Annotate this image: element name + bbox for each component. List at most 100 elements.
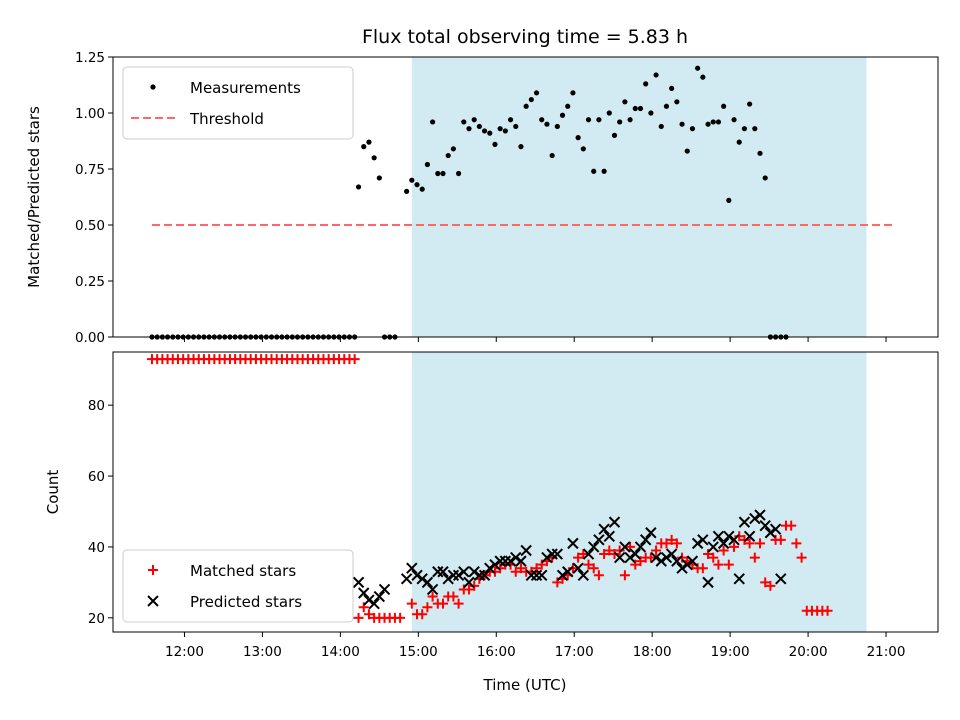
- predicted-stars-point: [541, 551, 553, 564]
- matched-stars-point: [604, 545, 615, 556]
- measurement-point: [549, 152, 555, 159]
- matched-stars-point: [765, 580, 776, 591]
- matched-stars-point: [438, 598, 448, 609]
- measurement-point: [430, 119, 436, 125]
- top-panel: 0.00 0.25 0.50 0.75 1.00 1.25 Measurements Thre…: [75, 50, 939, 346]
- predicted-stars-point: [530, 569, 543, 581]
- predicted-stars-point: [426, 583, 439, 596]
- predicted-stars-point: [665, 548, 678, 560]
- measurement-point: [554, 123, 560, 130]
- x-tick-label: 20:00: [789, 644, 828, 660]
- matched-stars-point: [755, 538, 766, 549]
- measurement-point: [424, 161, 431, 168]
- predicted-stars-point: [582, 548, 595, 560]
- predicted-stars-point: [723, 530, 735, 543]
- matched-stars-point: [760, 577, 771, 588]
- chart-title: Flux total observing time = 5.83 h: [362, 26, 688, 48]
- measurement-point: [409, 177, 415, 183]
- predicted-stars-point: [634, 541, 647, 553]
- measurement-point: [591, 168, 597, 174]
- predicted-stars-point: [432, 566, 444, 578]
- predicted-stars-point: [478, 569, 491, 581]
- matched-stars-point: [775, 534, 786, 545]
- measurement-point: [741, 126, 748, 132]
- matched-stars-point: [422, 602, 433, 613]
- predicted-stars-point: [447, 569, 460, 581]
- x-tick-label: 15:00: [399, 644, 438, 660]
- measurement-point: [736, 139, 742, 145]
- measurement-point: [721, 103, 727, 109]
- predicted-stars-point: [593, 534, 605, 546]
- measurement-point: [533, 90, 540, 96]
- measurement-point: [653, 72, 659, 78]
- predicted-stars-point: [775, 573, 787, 585]
- x-tick-label: 16:00: [477, 644, 516, 660]
- predicted-stars-point: [499, 555, 512, 567]
- matched-stars-point: [453, 598, 464, 609]
- y-tick-label: 0.00: [75, 330, 105, 346]
- legend-label: Measurements: [190, 79, 301, 97]
- measurement-point: [617, 119, 623, 125]
- legend-marker-plus: [148, 565, 158, 575]
- predicted-stars-point: [645, 527, 657, 539]
- legend-label: Matched stars: [190, 562, 296, 580]
- measurement-point: [627, 117, 633, 123]
- measurement-point: [450, 146, 456, 152]
- predicted-stars-point: [660, 551, 673, 564]
- measurement-point: [440, 170, 446, 177]
- matched-stars-point: [583, 559, 594, 570]
- predicted-stars-point: [754, 509, 766, 521]
- matched-stars-point: [734, 531, 745, 542]
- predicted-stars-point: [655, 555, 667, 567]
- measurement-point: [632, 105, 638, 112]
- predicted-stars-point: [572, 562, 584, 574]
- predicted-stars-point: [769, 523, 782, 535]
- matched-stars-point: [593, 570, 604, 581]
- matched-stars-point: [427, 591, 438, 602]
- matched-stars-point: [614, 545, 625, 556]
- matched-stars-point: [822, 605, 833, 616]
- y-tick-label: 0.50: [75, 218, 105, 234]
- predicted-stars-point: [520, 544, 532, 557]
- predicted-stars-point: [562, 566, 574, 578]
- predicted-stars-point: [697, 534, 709, 546]
- predicted-stars-point: [463, 576, 475, 589]
- matched-stars-point: [666, 534, 677, 545]
- matched-stars-point: [448, 591, 459, 602]
- measurement-point: [528, 96, 534, 103]
- predicted-stars-point: [484, 562, 496, 574]
- matched-stars-point: [718, 545, 729, 556]
- predicted-stars-point: [473, 569, 486, 581]
- predicted-stars-point: [437, 566, 449, 578]
- observing-window-band: [411, 57, 867, 337]
- matched-stars-point: [791, 538, 802, 549]
- predicted-stars-point: [749, 512, 761, 525]
- bottom-panel: 20 40 60 80 12:00 13:00 14:00 15:00 16:00 17:00 18…: [88, 351, 939, 660]
- measurement-point: [726, 197, 732, 203]
- matched-stars-point: [573, 552, 584, 563]
- measurement-point: [570, 90, 576, 96]
- predicted-stars-point: [489, 558, 501, 571]
- predicted-stars-point: [702, 576, 714, 589]
- predicted-stars-point: [373, 590, 386, 603]
- predicted-stars-point: [368, 597, 380, 610]
- x-tick-label: 18:00: [633, 644, 672, 660]
- x-tick-label: 13:00: [243, 644, 282, 660]
- measurement-point: [544, 121, 550, 127]
- measurement-point: [762, 175, 768, 181]
- observing-window-band: [411, 352, 867, 632]
- predicted-stars-point: [691, 537, 704, 550]
- legend-label: Threshold: [189, 110, 264, 128]
- measurement-point: [715, 119, 722, 125]
- matched-stars-point: [578, 549, 589, 560]
- measurement-point: [376, 175, 382, 181]
- plot-frame: [112, 351, 939, 633]
- matched-stars-point: [531, 563, 542, 574]
- predicted-stars-point: [504, 555, 517, 567]
- measurement-point: [580, 146, 586, 152]
- predicted-stars-point: [619, 541, 631, 553]
- matched-stars-point: [739, 534, 750, 545]
- matched-stars-point: [645, 552, 656, 563]
- measurement-point: [559, 112, 566, 118]
- y-tick-label: 0.75: [75, 162, 105, 178]
